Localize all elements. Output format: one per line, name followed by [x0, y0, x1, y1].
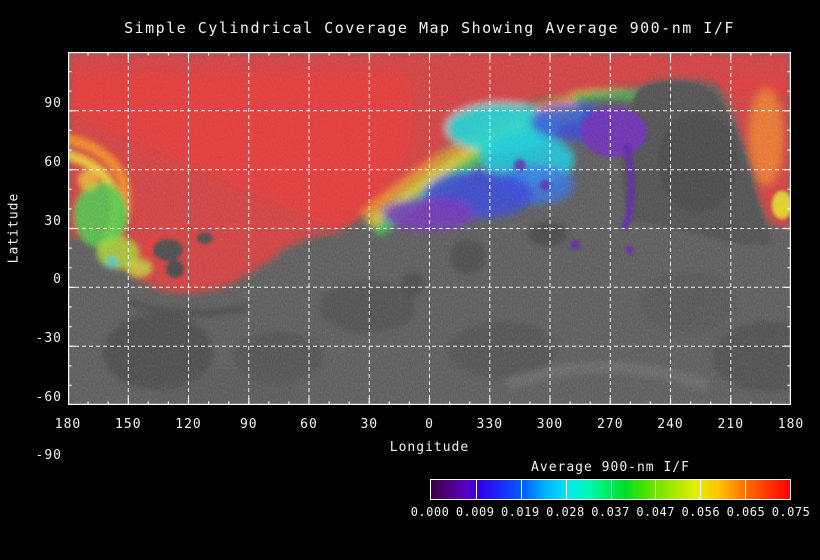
y-tick: 0 — [53, 272, 62, 287]
x-tick: 270 — [597, 417, 624, 432]
colorbar-tick: 0.065 — [726, 505, 766, 519]
plot-title: Simple Cylindrical Coverage Map Showing … — [124, 19, 735, 37]
y-tick: -60 — [35, 390, 62, 405]
x-tick: 120 — [175, 417, 202, 432]
colorbar-title: Average 900-nm I/F — [531, 460, 690, 475]
colorbar-divider — [655, 480, 657, 499]
colorbar-tick: 0.056 — [681, 505, 721, 519]
colorbar-tick: 0.000 — [410, 505, 450, 519]
colorbar-tick: 0.028 — [546, 505, 585, 519]
y-axis-tick-labels: 90 60 30 0 -30 -60 -90 — [0, 52, 64, 463]
colorbar-divider — [475, 480, 477, 499]
y-tick: 30 — [44, 214, 62, 229]
x-tick: 150 — [115, 417, 142, 432]
x-tick: 180 — [777, 417, 805, 432]
x-tick: 180 — [54, 417, 82, 432]
y-tick: 60 — [44, 155, 62, 170]
colorbar-divider — [565, 480, 567, 499]
x-tick: 330 — [476, 417, 504, 432]
x-tick: 300 — [536, 417, 564, 432]
y-tick: -30 — [35, 331, 62, 346]
colorbar — [430, 479, 791, 500]
colorbar-divider — [745, 480, 747, 499]
colorbar-tick: 0.019 — [500, 505, 540, 519]
colorbar-tick: 0.037 — [591, 505, 630, 519]
plot-frame — [68, 52, 791, 405]
x-tick: 30 — [360, 417, 379, 432]
x-axis-label: Longitude — [389, 440, 470, 455]
coverage-map-image — [67, 51, 792, 406]
x-axis-tick-labels: 180 150 120 90 60 30 0 330 300 270 240 2… — [55, 417, 803, 433]
y-tick: -90 — [35, 448, 62, 463]
x-tick: 90 — [239, 417, 258, 432]
coverage-map-plot — [67, 51, 792, 406]
y-axis-label: Latitude — [6, 192, 22, 264]
colorbar-tick: 0.075 — [771, 505, 811, 519]
colorbar-tick: 0.047 — [636, 505, 675, 519]
colorbar-divider — [610, 480, 612, 499]
colorbar-tick-labels: 0.000 0.009 0.019 0.028 0.037 0.047 0.05… — [411, 505, 810, 521]
colorbar-divider — [700, 480, 702, 499]
x-tick: 210 — [717, 417, 745, 432]
x-tick: 240 — [657, 417, 684, 432]
x-tick: 60 — [300, 417, 318, 432]
grid-lines — [68, 52, 791, 405]
x-tick: 0 — [425, 417, 434, 432]
colorbar-tick: 0.009 — [455, 505, 495, 519]
colorbar-divider — [520, 480, 522, 499]
y-tick: 90 — [44, 96, 62, 111]
